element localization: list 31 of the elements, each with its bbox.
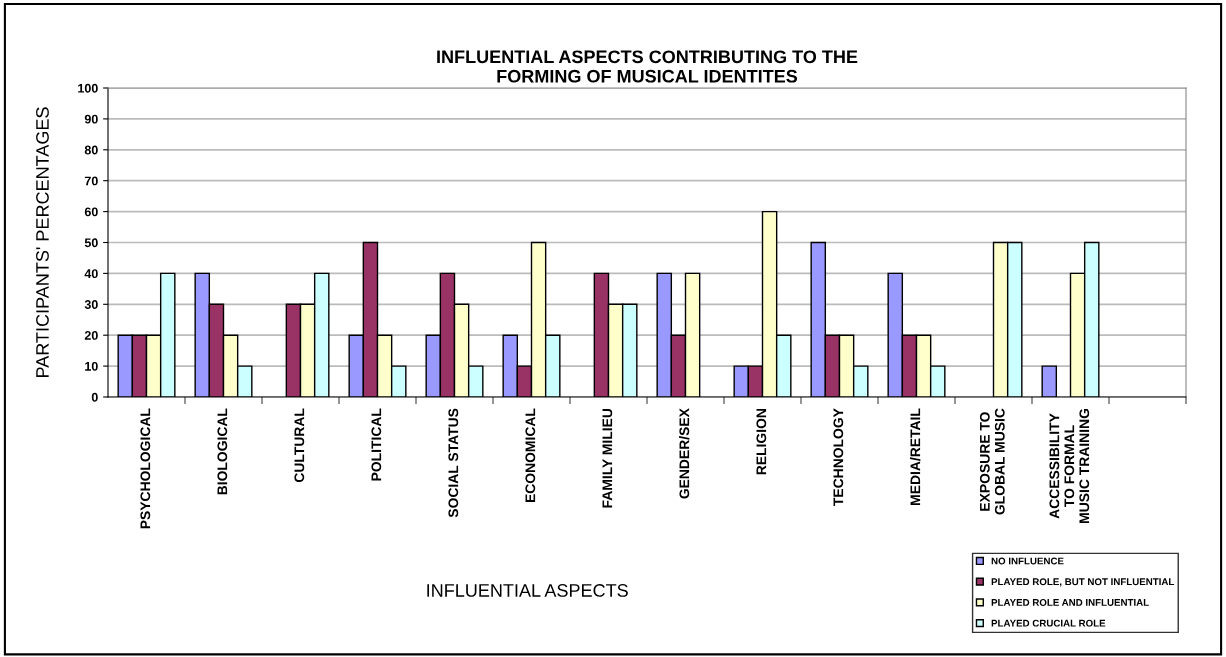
legend-label: NO INFLUENCE — [991, 557, 1064, 565]
legend-label: PLAYED ROLE, BUT NOT INFLUENTIAL — [991, 578, 1175, 587]
x-tick-label: RELIGION — [756, 409, 767, 475]
y-tick-label: 0 — [91, 392, 98, 402]
chart-title: INFLUENTIAL ASPECTS CONTRIBUTING TO THE FORMING OF MUSICAL IDENTITES — [437, 50, 858, 83]
x-tick-label: PSYCHOLOGICAL — [140, 408, 151, 529]
y-tick-label: 20 — [84, 331, 98, 340]
x-tick-label: GENDER/SEX — [679, 408, 690, 499]
y-tick-label: 70 — [84, 176, 98, 186]
x-tick-label: CULTURAL — [294, 408, 305, 483]
legend-label: PLAYED ROLE AND INFLUENTIAL — [991, 599, 1149, 606]
x-tick-label: SOCIAL STATUS — [448, 408, 459, 518]
y-tick-label: 50 — [84, 238, 98, 248]
x-tick-label: ACCESSIBILITY TO FORMAL MUSIC TRAINING — [1049, 408, 1090, 523]
x-tick-label: FAMILY MILIEU — [602, 408, 613, 508]
x-axis-title: INFLUENTIAL ASPECTS — [427, 584, 628, 597]
y-axis-title: PARTICIPANTS' PERCENTAGES — [36, 107, 49, 378]
legend-label: PLAYED CRUCIAL ROLE — [991, 619, 1106, 627]
x-tick-label: EXPOSURE TO GLOBAL MUSIC — [979, 408, 1005, 515]
x-tick-label: POLITICAL — [371, 408, 382, 481]
y-tick-label: 30 — [84, 300, 98, 309]
y-tick-label: 60 — [84, 207, 98, 217]
x-tick-label: ECONOMICAL — [525, 408, 536, 503]
y-tick-label: 10 — [85, 361, 98, 371]
x-tick-label: MEDIA/RETAIL — [910, 408, 921, 505]
y-tick-label: 40 — [84, 269, 98, 279]
y-tick-label: 90 — [84, 114, 98, 124]
x-tick-label: TECHNOLOGY — [833, 408, 844, 506]
y-tick-label: 100 — [78, 83, 98, 93]
x-tick-label: BIOLOGICAL — [217, 408, 228, 495]
y-tick-label: 80 — [84, 145, 98, 155]
